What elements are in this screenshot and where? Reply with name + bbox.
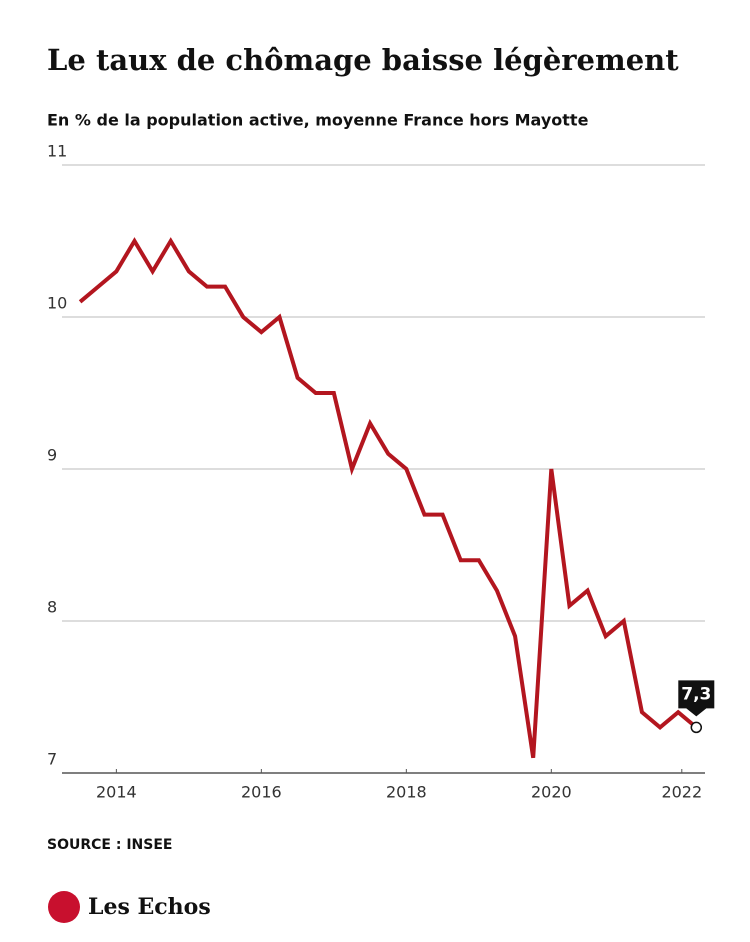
brand-logo — [48, 891, 80, 923]
x-tick-label: 2016 — [241, 783, 282, 802]
end-marker — [690, 721, 703, 734]
y-tick-label: 9 — [47, 446, 57, 465]
brand: Les Echos — [88, 894, 211, 920]
y-tick-label: 8 — [47, 598, 57, 617]
y-tick-label: 7 — [47, 750, 57, 769]
y-tick-label: 10 — [47, 294, 67, 313]
chart-subtitle: En % de la population active, moyenne Fr… — [47, 111, 589, 130]
y-tick-label: 11 — [47, 142, 67, 161]
chart-title: Le taux de chômage baisse légèrement — [47, 43, 679, 77]
value-label: 7,3 — [681, 684, 711, 704]
x-tick-label: 2018 — [386, 783, 427, 802]
line — [78, 237, 698, 759]
x-tick-label: 2020 — [531, 783, 572, 802]
x-tick-label: 2022 — [661, 783, 702, 802]
value-label-box — [678, 680, 715, 717]
x-tick-label: 2014 — [96, 783, 137, 802]
source: SOURCE : INSEE — [47, 837, 172, 853]
